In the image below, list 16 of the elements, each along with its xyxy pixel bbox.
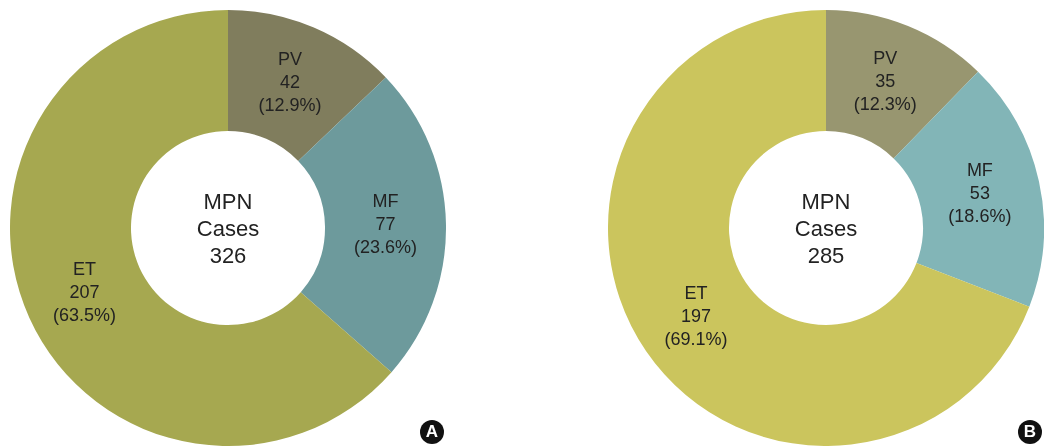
data-label: 42 (12.9%) — [258, 72, 322, 116]
text: MPN Cases 326 — [196, 188, 260, 268]
slice-label: ET — [684, 283, 708, 303]
text: A — [420, 420, 444, 444]
slice-label: PV — [278, 49, 303, 70]
data-label: 35 (12.3%) — [853, 71, 917, 115]
slice-label: ET — [72, 258, 96, 279]
slice-label: MF — [966, 160, 993, 181]
data-label: 207 (63.5%) — [52, 281, 116, 325]
slice-label: MF — [372, 190, 399, 211]
slice-label: PV — [873, 48, 898, 69]
data-label: 77 (23.6%) — [353, 213, 417, 257]
text: B — [1018, 420, 1042, 444]
data-label: 53 (18.6%) — [948, 183, 1012, 227]
data-label: 197 (69.1%) — [664, 306, 728, 349]
text: MPN Cases 285 — [794, 188, 858, 268]
